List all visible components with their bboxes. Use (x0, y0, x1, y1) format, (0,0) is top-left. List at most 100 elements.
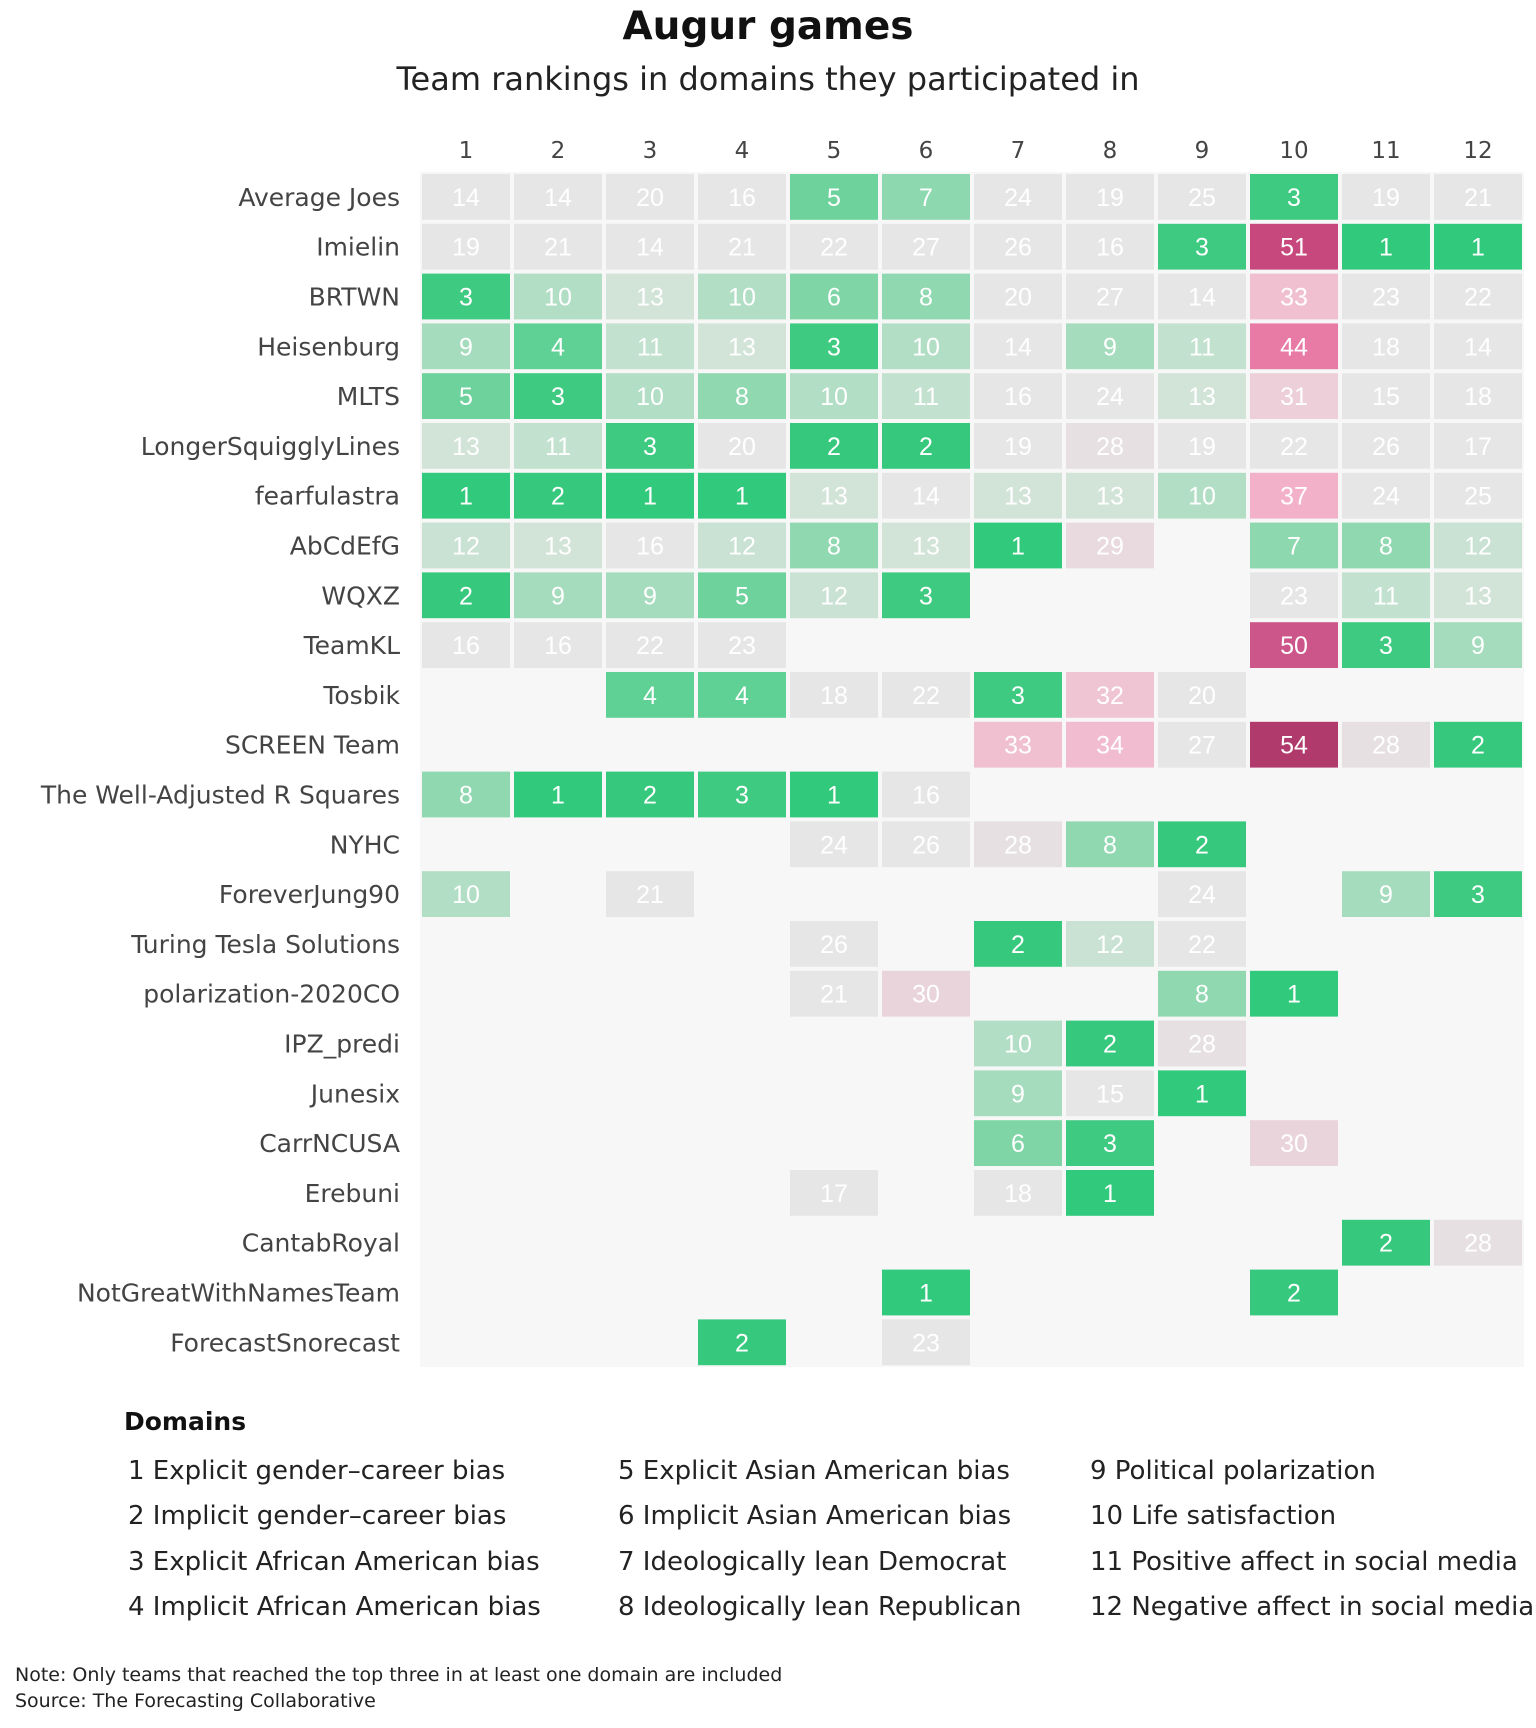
heatmap-cell (974, 821, 1062, 868)
heatmap-cell (606, 771, 694, 818)
heatmap-cell-label: 10 (820, 383, 848, 411)
heatmap-cell (974, 721, 1062, 768)
heatmap-cell (1158, 871, 1246, 917)
heatmap-cell (606, 423, 694, 469)
heatmap-cell-label: 9 (459, 333, 473, 361)
heatmap-cell-label: 20 (728, 433, 756, 461)
heatmap-cell (1434, 223, 1522, 270)
heatmap-cell-label: 3 (1471, 881, 1485, 909)
heatmap-cell (974, 273, 1062, 320)
heatmap-cell-label: 1 (459, 483, 473, 511)
heatmap-cell-label: 19 (1188, 433, 1216, 461)
heatmap-cell-label: 9 (551, 582, 565, 610)
heatmap-cell (1250, 970, 1338, 1017)
heatmap-cell-label: 14 (1464, 333, 1492, 361)
row-label-team: polarization-2020CO (143, 980, 400, 1009)
legend-title: Domains (124, 1407, 247, 1436)
heatmap-cell-label: 33 (1280, 284, 1308, 312)
heatmap-cell (1066, 1120, 1154, 1166)
heatmap-cell-label: 13 (1188, 383, 1216, 411)
column-label-domain-12: 12 (1463, 138, 1492, 164)
heatmap-cell-label: 5 (459, 383, 473, 411)
heatmap-cell (514, 174, 602, 220)
heatmap-cell-label: 20 (1004, 284, 1032, 312)
heatmap-cell (1066, 672, 1154, 718)
heatmap-cell-label: 14 (452, 184, 480, 212)
heatmap-cell (790, 572, 878, 619)
heatmap-cell-label: 10 (544, 284, 572, 312)
heatmap-cell (1158, 223, 1246, 270)
heatmap-cell-label: 18 (1004, 1180, 1032, 1208)
heatmap-cell-label: 9 (1011, 1080, 1025, 1108)
heatmap-cell (1158, 423, 1246, 469)
heatmap-cell-label: 13 (1096, 483, 1124, 511)
heatmap-cell-label: 19 (1004, 433, 1032, 461)
heatmap-cell (1250, 522, 1338, 569)
heatmap-cell (1434, 1219, 1522, 1266)
heatmap-cell-label: 26 (1372, 433, 1400, 461)
heatmap-cell-label: 23 (728, 632, 756, 660)
heatmap-cell (1342, 373, 1430, 419)
heatmap-cell (1250, 423, 1338, 469)
heatmap-cell (698, 672, 786, 718)
heatmap-cell (974, 223, 1062, 270)
heatmap-cell (1158, 721, 1246, 768)
row-label-team: Turing Tesla Solutions (130, 930, 400, 959)
heatmap-cell-label: 16 (636, 533, 664, 561)
heatmap-cell-label: 22 (636, 632, 664, 660)
heatmap-cell (1250, 373, 1338, 419)
heatmap-cell-label: 3 (1379, 632, 1393, 660)
heatmap-cell (698, 622, 786, 668)
legend-item-domain-7: 7 Ideologically lean Democrat (618, 1547, 1007, 1577)
heatmap-cell (1158, 970, 1246, 1017)
heatmap-cell (974, 174, 1062, 220)
heatmap-cell-label: 16 (544, 632, 572, 660)
heatmap-cell-label: 28 (1004, 831, 1032, 859)
heatmap-cell (1250, 622, 1338, 668)
heatmap-cell (790, 273, 878, 320)
heatmap-cell-label: 3 (643, 433, 657, 461)
heatmap-cell-label: 15 (1372, 383, 1400, 411)
row-label-team: SCREEN Team (225, 731, 400, 760)
heatmap-cell-label: 9 (1103, 333, 1117, 361)
heatmap-cell-label: 3 (919, 582, 933, 610)
heatmap-cell (790, 1170, 878, 1216)
row-label-team: NotGreatWithNamesTeam (77, 1279, 400, 1308)
heatmap-cell-label: 18 (1464, 383, 1492, 411)
heatmap-cell-label: 8 (1195, 981, 1209, 1009)
row-label-team: LongerSquigglyLines (141, 432, 400, 461)
heatmap-cell (422, 174, 510, 220)
heatmap-cell (606, 323, 694, 370)
heatmap-cell-label: 1 (1011, 533, 1025, 561)
column-label-domain-11: 11 (1371, 138, 1400, 164)
heatmap-cell-label: 24 (1096, 383, 1124, 411)
heatmap-cell (974, 921, 1062, 967)
heatmap-cell (514, 622, 602, 668)
column-label-domain-3: 3 (643, 138, 658, 164)
heatmap-cell (1066, 1170, 1154, 1216)
heatmap-cell-label: 12 (1464, 533, 1492, 561)
heatmap-cell (1066, 273, 1154, 320)
heatmap-cell-label: 2 (1471, 732, 1485, 760)
heatmap-cell (882, 423, 970, 469)
heatmap-cell-label: 3 (1103, 1130, 1117, 1158)
heatmap-cell-label: 29 (1096, 533, 1124, 561)
heatmap-cell (790, 771, 878, 818)
heatmap-cell (1342, 871, 1430, 917)
heatmap-cell (1158, 1020, 1246, 1067)
heatmap-cell (1158, 472, 1246, 519)
row-label-team: BRTWN (309, 283, 400, 312)
heatmap-cell (422, 223, 510, 270)
heatmap-cell (514, 373, 602, 419)
heatmap-cell-label: 17 (1464, 433, 1492, 461)
row-label-team: WQXZ (321, 581, 400, 610)
heatmap-cell-label: 1 (1103, 1180, 1117, 1208)
heatmap-cell (974, 522, 1062, 569)
heatmap-cell (882, 174, 970, 220)
heatmap-cell-label: 13 (1004, 483, 1032, 511)
legend-item-domain-10: 10 Life satisfaction (1090, 1501, 1337, 1531)
heatmap-cell-label: 23 (912, 1329, 940, 1357)
heatmap-cell-label: 5 (735, 582, 749, 610)
heatmap-cell-label: 7 (919, 184, 933, 212)
chart-subtitle: Team rankings in domains they participat… (396, 60, 1140, 98)
